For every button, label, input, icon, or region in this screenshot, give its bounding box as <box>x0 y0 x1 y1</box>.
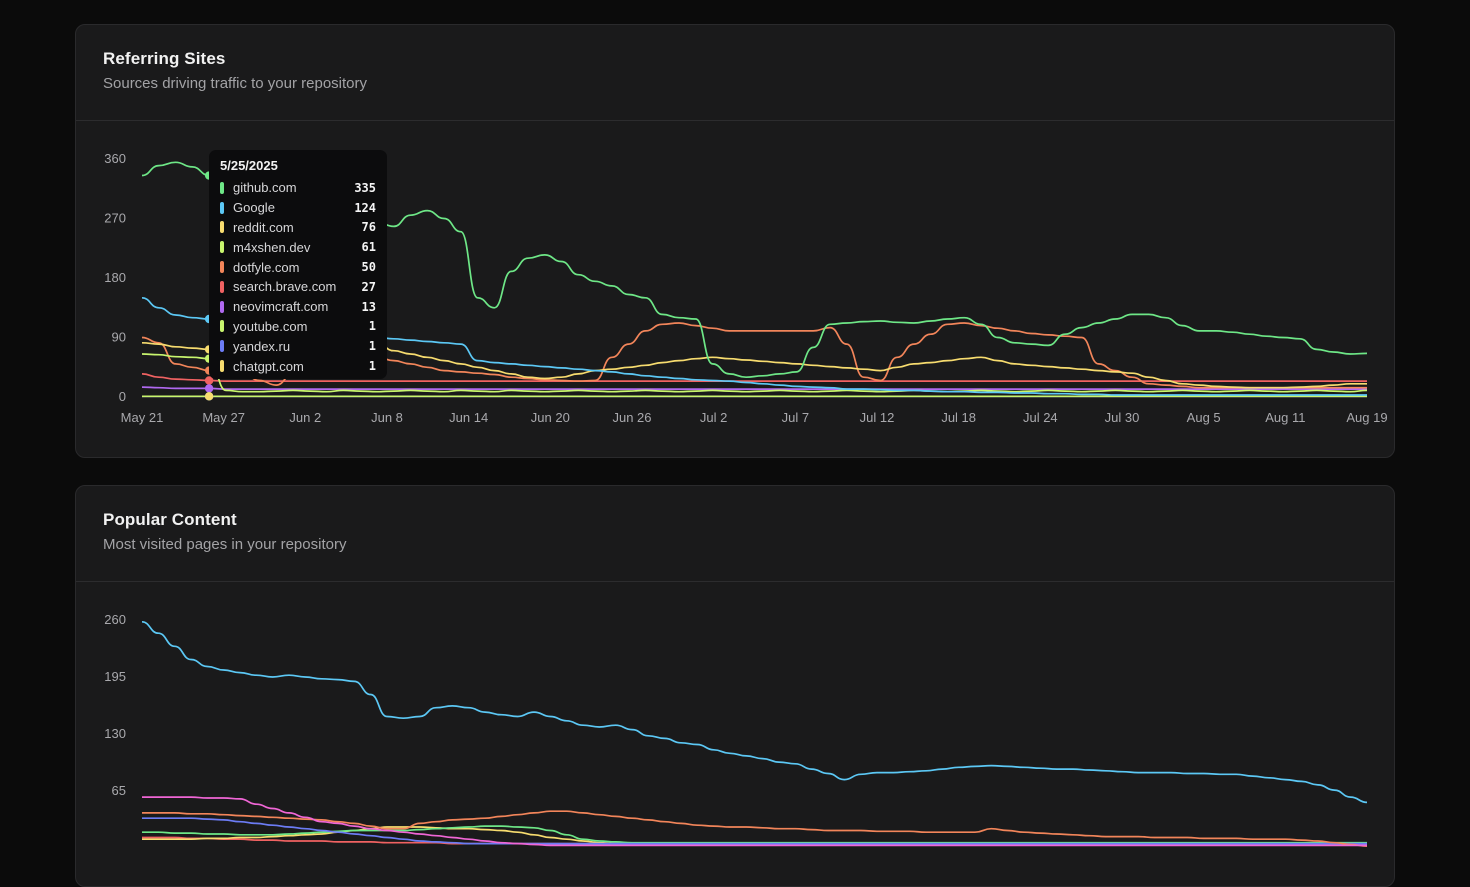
tooltip-series-name: youtube.com <box>233 318 308 334</box>
tooltip-series-value: 1 <box>368 359 376 374</box>
tooltip-row: neovimcraft.com 13 <box>220 297 376 317</box>
referring-sites-header: Referring Sites Sources driving traffic … <box>76 25 1394 121</box>
popular-content-card: Popular Content Most visited pages in yo… <box>75 485 1395 887</box>
tooltip-series-name: chatgpt.com <box>233 358 304 374</box>
tooltip-series-name: dotfyle.com <box>233 259 300 275</box>
tooltip-series-value: 76 <box>361 220 376 235</box>
tooltip-series-value: 1 <box>368 319 376 334</box>
tooltip-series-value: 335 <box>354 180 376 195</box>
tooltip-swatch <box>220 261 224 274</box>
tooltip-series-name: search.brave.com <box>233 279 337 295</box>
tooltip-row: reddit.com 76 <box>220 218 376 238</box>
tooltip-swatch <box>220 340 224 353</box>
popular-content-header: Popular Content Most visited pages in yo… <box>76 486 1394 582</box>
tooltip-row: yandex.ru 1 <box>220 336 376 356</box>
chart-tooltip: 5/25/2025 github.com 335 Google 124 reddit.c… <box>209 150 387 379</box>
tooltip-row: dotfyle.com 50 <box>220 257 376 277</box>
tooltip-series-value: 13 <box>361 299 376 314</box>
tooltip-row: Google 124 <box>220 198 376 218</box>
tooltip-row: github.com 335 <box>220 178 376 198</box>
tooltip-series-value: 1 <box>368 339 376 354</box>
tooltip-swatch <box>220 360 224 373</box>
tooltip-row: search.brave.com 27 <box>220 277 376 297</box>
tooltip-swatch <box>220 300 224 313</box>
tooltip-swatch <box>220 221 224 234</box>
tooltip-series-name: github.com <box>233 180 297 196</box>
tooltip-series-name: neovimcraft.com <box>233 299 329 315</box>
tooltip-series-value: 27 <box>361 279 376 294</box>
tooltip-swatch <box>220 241 224 254</box>
tooltip-row: youtube.com 1 <box>220 317 376 337</box>
tooltip-series-name: Google <box>233 200 275 216</box>
tooltip-date: 5/25/2025 <box>220 158 278 173</box>
tooltip-series-value: 61 <box>361 240 376 255</box>
tooltip-swatch <box>220 201 224 214</box>
tooltip-row: chatgpt.com 1 <box>220 356 376 376</box>
referring-sites-subtitle: Sources driving traffic to your reposito… <box>103 75 368 92</box>
tooltip-series-value: 50 <box>361 260 376 275</box>
tooltip-series-name: reddit.com <box>233 219 294 235</box>
tooltip-series-name: yandex.ru <box>233 338 291 354</box>
tooltip-swatch <box>220 181 224 194</box>
tooltip-swatch <box>220 320 224 333</box>
tooltip-series-value: 124 <box>354 200 376 215</box>
tooltip-row: m4xshen.dev 61 <box>220 237 376 257</box>
tooltip-swatch <box>220 280 224 293</box>
popular-content-title: Popular Content <box>103 510 237 529</box>
referring-sites-title: Referring Sites <box>103 49 226 68</box>
popular-content-subtitle: Most visited pages in your repository <box>103 536 347 553</box>
tooltip-series-name: m4xshen.dev <box>233 239 311 255</box>
